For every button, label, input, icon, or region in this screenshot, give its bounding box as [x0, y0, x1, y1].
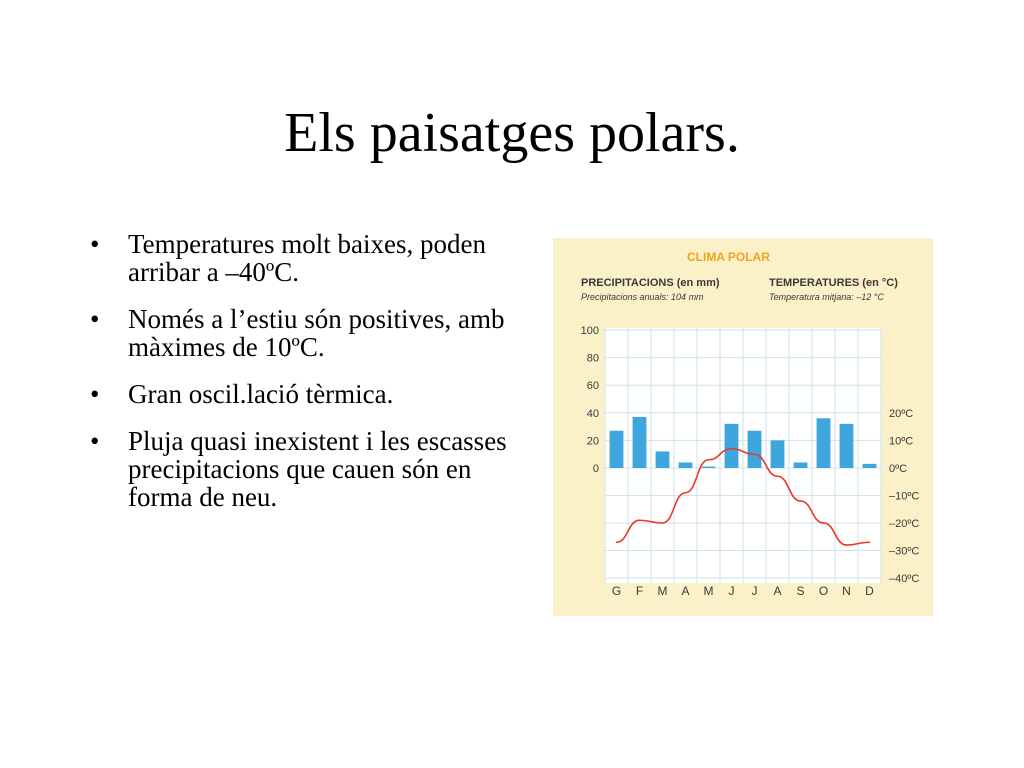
temperature-point	[730, 447, 733, 450]
bullet-item: • Pluja quasi inexistent i les escasses p…	[90, 427, 513, 511]
plot-area: 100 80 60 40 20 0 20ºC 10ºC 0ºC –10ºC –20ºC –30ºC –4…	[581, 325, 920, 598]
bullet-text: Pluja quasi inexistent i les escasses pr…	[128, 426, 507, 512]
month-label: G	[612, 584, 621, 598]
temperature-point	[707, 458, 710, 461]
precip-annual-note: Precipitacions anuals: 104 mm	[581, 292, 704, 302]
precip-bar	[655, 451, 670, 468]
month-label: A	[773, 584, 781, 598]
month-label: N	[842, 584, 851, 598]
temp-tick-label: –30ºC	[889, 546, 919, 558]
temp-tick-label: 0ºC	[889, 463, 907, 475]
precip-bar	[724, 423, 739, 468]
temp-tick-label: –20ºC	[889, 518, 919, 530]
bullet-text: Gran oscil.lació tèrmica.	[128, 379, 394, 409]
bullet-item: • Només a l’estiu són positives, amb màxi…	[90, 305, 513, 361]
precip-bar	[609, 430, 624, 468]
precip-bar	[678, 462, 693, 468]
temperature-point	[822, 522, 825, 524]
month-label: A	[681, 584, 689, 598]
bullet-list: • Temperatures molt baixes, poden arribar…	[90, 230, 520, 530]
precip-bar	[862, 463, 877, 468]
bullet-dot: •	[90, 379, 100, 409]
temperature-point	[845, 544, 848, 546]
month-label: D	[865, 584, 874, 598]
month-label: M	[658, 584, 668, 598]
precip-bar	[793, 462, 808, 468]
temperature-point	[799, 500, 802, 502]
precip-axis-title: PRECIPITACIONS (en mm)	[581, 277, 720, 289]
temp-tick-label: 10ºC	[889, 436, 913, 448]
precip-bar	[701, 466, 716, 468]
precip-tick-label: 20	[587, 435, 599, 447]
temperature-point	[753, 453, 756, 456]
precip-tick-label: 60	[587, 380, 599, 392]
bullet-text: Només a l’estiu són positives, amb màxim…	[128, 304, 505, 362]
month-label: J	[729, 584, 735, 598]
bullet-item: • Temperatures molt baixes, poden arribar…	[90, 230, 513, 286]
temperature-point	[684, 491, 687, 494]
climate-chart: CLIMA POLAR PRECIPITACIONS (en mm) Preci…	[553, 238, 933, 616]
bullet-dot: •	[90, 426, 100, 456]
temp-axis-title: TEMPERATURES (en °C)	[769, 277, 898, 289]
temp-tick-label: 20ºC	[889, 408, 913, 420]
temperature-line	[616, 447, 870, 546]
slide-title: Els paisatges polars.	[284, 102, 740, 164]
month-label: S	[796, 584, 804, 598]
month-label: J	[752, 584, 758, 598]
temp-tick-label: –40ºC	[889, 573, 919, 585]
climate-chart-svg: CLIMA POLAR PRECIPITACIONS (en mm) Preci…	[553, 238, 933, 616]
precip-bar	[839, 423, 854, 468]
month-label: F	[636, 584, 643, 598]
month-label: O	[819, 584, 828, 598]
precip-tick-label: 40	[587, 408, 599, 420]
bullet-text: Temperatures molt baixes, poden arribar …	[128, 229, 487, 287]
temp-mean-note: Temperatura mitjana: –12 °C	[769, 292, 884, 302]
precip-tick-label: 0	[593, 463, 599, 475]
temp-tick-label: –10ºC	[889, 491, 919, 503]
precip-bar	[816, 418, 831, 468]
precip-bar	[747, 430, 762, 468]
month-label: M	[704, 584, 714, 598]
precip-bar	[632, 416, 647, 468]
bullet-dot: •	[90, 229, 100, 259]
temperature-point	[776, 475, 779, 478]
bullet-dot: •	[90, 304, 100, 334]
temperature-point	[615, 541, 618, 544]
chart-title: CLIMA POLAR	[687, 250, 770, 264]
precip-tick-label: 100	[581, 325, 599, 337]
precip-bar	[770, 440, 785, 468]
bullet-item: • Gran oscil.lació tèrmica.	[90, 380, 513, 408]
precip-tick-label: 80	[587, 353, 599, 365]
temperature-point	[868, 541, 871, 544]
temperature-point	[661, 522, 664, 524]
temperature-point	[638, 519, 641, 522]
